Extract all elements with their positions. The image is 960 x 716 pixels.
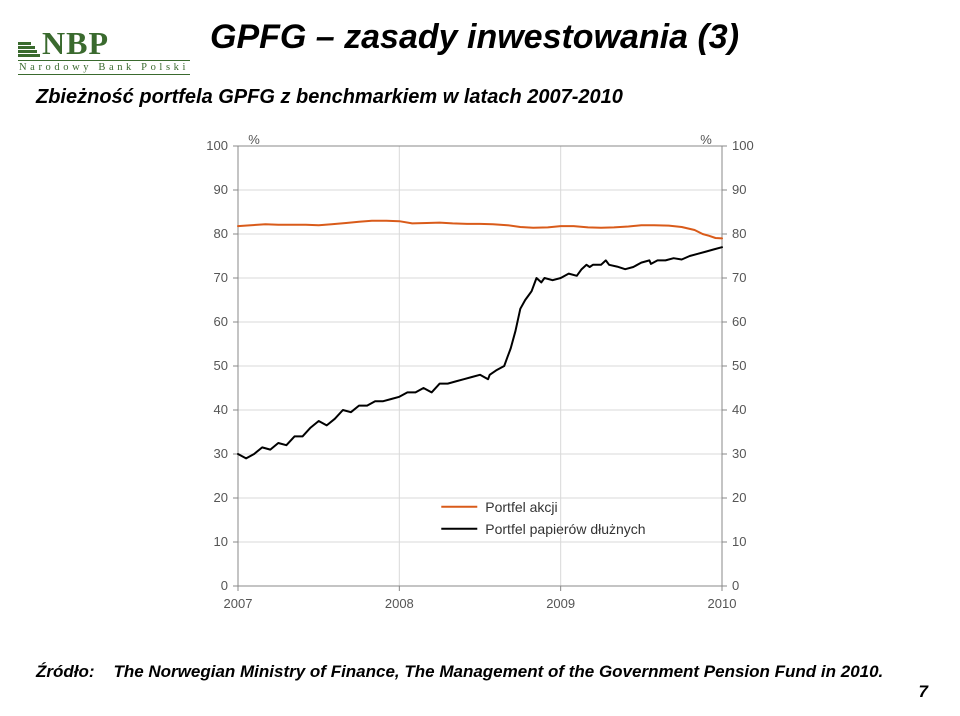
- svg-text:30: 30: [214, 446, 228, 461]
- svg-text:2010: 2010: [708, 596, 737, 611]
- page-title: GPFG – zasady inwestowania (3): [210, 18, 739, 57]
- svg-text:20: 20: [214, 490, 228, 505]
- svg-text:30: 30: [732, 446, 746, 461]
- svg-text:80: 80: [214, 226, 228, 241]
- svg-text:70: 70: [732, 270, 746, 285]
- logo-acronym: NBP: [42, 28, 109, 58]
- svg-text:50: 50: [732, 358, 746, 373]
- svg-text:40: 40: [732, 402, 746, 417]
- svg-text:50: 50: [214, 358, 228, 373]
- svg-text:2009: 2009: [546, 596, 575, 611]
- svg-text:90: 90: [732, 182, 746, 197]
- svg-text:10: 10: [214, 534, 228, 549]
- svg-text:2007: 2007: [224, 596, 253, 611]
- svg-text:0: 0: [732, 578, 739, 593]
- source-label: Źródło:: [36, 662, 95, 681]
- page-number: 7: [919, 682, 928, 702]
- svg-text:%: %: [700, 132, 712, 147]
- svg-text:60: 60: [214, 314, 228, 329]
- svg-text:90: 90: [214, 182, 228, 197]
- chart-svg: 0 0 10 10 20 20 30 30 40 40 50 50 60 60 70 70 80 80 90 90 10…: [176, 128, 784, 634]
- svg-text:100: 100: [206, 138, 228, 153]
- svg-text:Portfel akcji: Portfel akcji: [485, 499, 557, 515]
- svg-text:Portfel papierów dłużnych: Portfel papierów dłużnych: [485, 521, 645, 537]
- slide: NBP Narodowy Bank Polski GPFG – zasady i…: [0, 0, 960, 716]
- svg-text:70: 70: [214, 270, 228, 285]
- logo: NBP Narodowy Bank Polski: [18, 28, 198, 75]
- svg-text:%: %: [248, 132, 260, 147]
- logo-sub: Narodowy Bank Polski: [18, 60, 190, 75]
- svg-text:80: 80: [732, 226, 746, 241]
- svg-text:100: 100: [732, 138, 754, 153]
- svg-text:10: 10: [732, 534, 746, 549]
- svg-text:0: 0: [221, 578, 228, 593]
- svg-text:40: 40: [214, 402, 228, 417]
- svg-text:20: 20: [732, 490, 746, 505]
- source-text: The Norwegian Ministry of Finance, The M…: [113, 662, 883, 681]
- logo-bars-icon: [18, 28, 40, 58]
- svg-text:60: 60: [732, 314, 746, 329]
- chart: 0 0 10 10 20 20 30 30 40 40 50 50 60 60 70 70 80 80 90 90 10…: [176, 128, 784, 634]
- source-footer: Źródło: The Norwegian Ministry of Financ…: [36, 662, 883, 682]
- page-subtitle: Zbieżność portfela GPFG z benchmarkiem w…: [36, 86, 623, 109]
- svg-text:2008: 2008: [385, 596, 414, 611]
- logo-top: NBP: [18, 28, 198, 58]
